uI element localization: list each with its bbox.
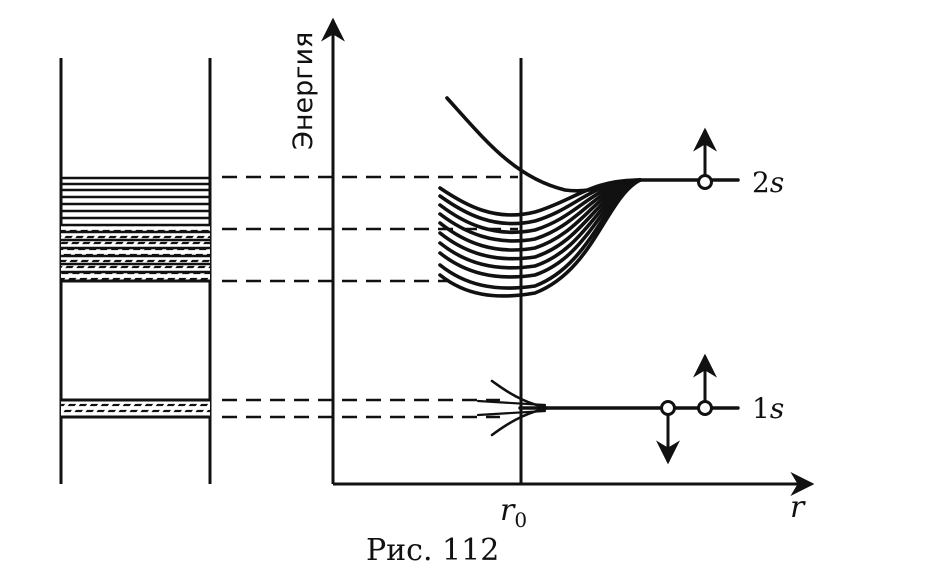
band-curve-7 (438, 178, 642, 270)
band-curve-6 (438, 178, 642, 261)
y-axis-label: Энергия (288, 32, 319, 150)
curves-2s (438, 96, 740, 298)
label-2s: 2s (752, 166, 784, 199)
band-curve-8 (438, 178, 642, 279)
label-1s: 1s (752, 392, 784, 425)
upper-band (61, 176, 210, 283)
band-curve-9 (438, 178, 642, 290)
r0-tick-label: r0 (500, 493, 527, 532)
band-column (59, 58, 212, 484)
lower-band (61, 398, 210, 419)
converging-curve-lower (490, 406, 550, 437)
electron-1s-up (697, 400, 713, 416)
axes: Энергия r r0 (288, 17, 815, 532)
projection-lines (222, 175, 518, 419)
band-curve-1 (438, 178, 642, 217)
band-curve-5 (438, 178, 642, 252)
figure-caption: Рис. 112 (366, 533, 499, 568)
lower-band-hatch (61, 400, 210, 417)
r0-subscript: 0 (514, 508, 527, 532)
converging-curve-upper (490, 379, 550, 410)
band-curve-4 (438, 178, 642, 243)
electron-2s (697, 174, 713, 190)
upper-band-lines (61, 176, 210, 283)
x-axis-label: r (790, 490, 806, 525)
spin-markers (656, 127, 717, 465)
electron-1s-down (660, 400, 676, 416)
band-curve-10 (438, 178, 642, 298)
band-curve-2 (438, 178, 642, 226)
band-curve-3 (438, 178, 642, 235)
